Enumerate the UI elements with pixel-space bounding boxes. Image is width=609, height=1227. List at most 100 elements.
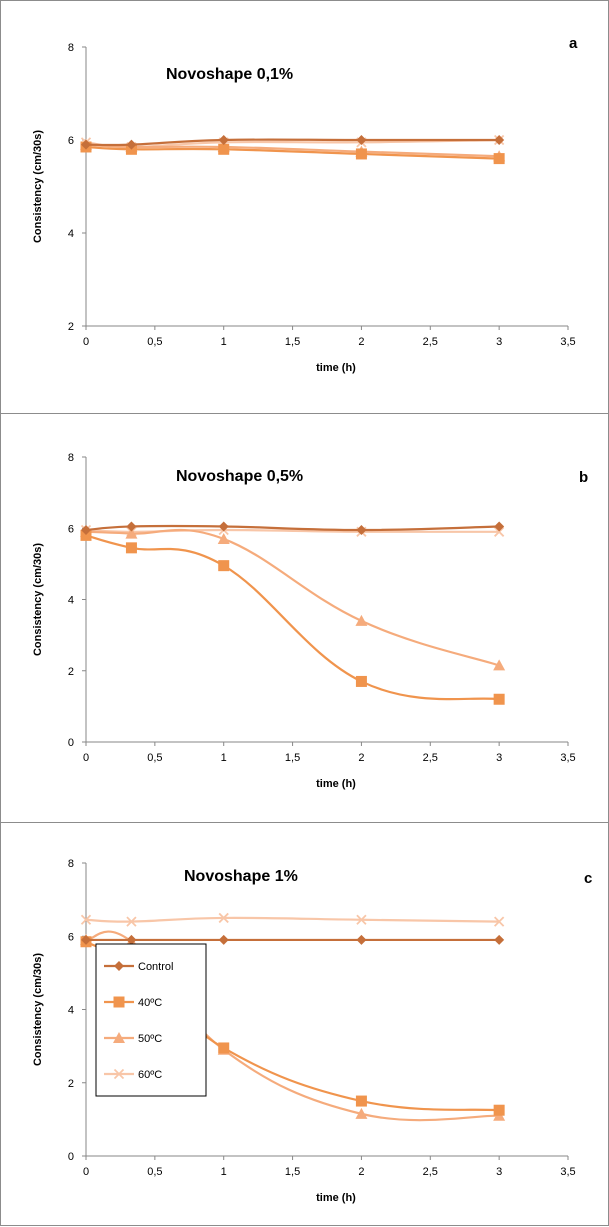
legend: Control 40ºC 50ºC 60ºC [95, 943, 207, 1097]
y-tick-label: 6 [68, 523, 74, 535]
panel-label: c [584, 870, 592, 887]
series-control [81, 135, 505, 150]
series-line-50c [85, 143, 500, 158]
x-tick-label: 3,5 [560, 336, 575, 348]
series-line-40c [85, 534, 500, 701]
x-tick-label: 0 [83, 1166, 89, 1178]
legend-label: 50ºC [138, 1033, 162, 1045]
chart-title: Novoshape 0,1% [166, 66, 293, 83]
chart-svg: 2 4 6 8 0 0,5 1 1,5 2 2,5 3 3,5 time (h) Consistency … [32, 35, 578, 374]
x-tick-label: 2,5 [423, 752, 438, 764]
series-line-60c [85, 916, 500, 923]
legend-marker [113, 1032, 125, 1043]
legend-label: 60ºC [138, 1069, 162, 1081]
data-point-50c [355, 1107, 368, 1119]
y-tick-label: 8 [68, 858, 74, 870]
x-tick-label: 0,5 [147, 336, 162, 348]
x-tick-label: 3 [496, 1166, 502, 1178]
data-point-60c [494, 526, 505, 537]
y-tick-label: 2 [68, 321, 74, 333]
x-tick-label: 3 [496, 752, 502, 764]
y-tick-label: 4 [68, 595, 74, 607]
series-line-control [85, 524, 500, 532]
y-tick-label: 0 [68, 1151, 74, 1163]
legend-marker [113, 996, 125, 1008]
legend-entry-control: Control [104, 961, 173, 973]
series-line-60c [85, 528, 500, 534]
y-tick-label: 4 [68, 1005, 74, 1017]
data-point-control [218, 521, 229, 532]
data-point-60c [80, 914, 92, 925]
x-tick-label: 0,5 [147, 752, 162, 764]
data-point-control [126, 934, 137, 945]
data-point-60c [494, 916, 505, 927]
legend-box [95, 943, 207, 1097]
data-point-60c [126, 916, 137, 927]
chart-svg: 0 2 4 6 8 0 0,5 1 1,5 2 2,5 3 3,5 time (h) Consistency… [32, 452, 588, 790]
x-axis-title: time (h) [316, 1192, 356, 1204]
chart-panel-b: 0 2 4 6 8 0 0,5 1 1,5 2 2,5 3 3,5 time (h) Consistency… [0, 413, 609, 823]
legend-entry-60c: 60ºC [104, 1068, 162, 1081]
x-tick-label: 3,5 [560, 1166, 575, 1178]
series-control [81, 934, 505, 945]
panel-label: b [579, 469, 588, 486]
legend-label: 40ºC [138, 997, 162, 1009]
x-tick-label: 0 [83, 752, 89, 764]
data-point-40c [218, 143, 230, 155]
x-tick-label: 1 [221, 1166, 227, 1178]
data-point-50c [355, 614, 368, 626]
x-tick-label: 1,5 [285, 336, 300, 348]
data-point-control [356, 525, 367, 536]
chart-panel-c: 0 2 4 6 8 0 0,5 1 1,5 2 2,5 3 3,5 time (h) Consistency… [0, 822, 609, 1226]
data-point-40c [125, 542, 137, 554]
data-point-50c [125, 527, 138, 539]
legend-marker [113, 1068, 125, 1080]
panel-label: a [569, 35, 578, 52]
data-point-control [126, 521, 137, 532]
y-tick-label: 2 [68, 1078, 74, 1090]
x-tick-label: 3 [496, 336, 502, 348]
data-point-40c [80, 529, 92, 541]
x-tick-label: 0,5 [147, 1166, 162, 1178]
x-tick-label: 1 [221, 752, 227, 764]
x-tick-label: 3,5 [560, 752, 575, 764]
legend-marker [114, 961, 124, 971]
data-point-50c [217, 532, 230, 544]
x-axis-title: time (h) [316, 778, 356, 790]
x-tick-label: 2 [358, 336, 364, 348]
series-line-50c [85, 528, 500, 667]
series-40c [80, 529, 505, 705]
x-tick-label: 2 [358, 752, 364, 764]
x-tick-label: 1,5 [285, 1166, 300, 1178]
data-point-40c [218, 1042, 230, 1054]
chart-panel-a: 2 4 6 8 0 0,5 1 1,5 2 2,5 3 3,5 time (h) Consistency … [0, 0, 609, 414]
data-point-control [218, 135, 229, 145]
x-tick-label: 0 [83, 336, 89, 348]
y-tick-label: 6 [68, 931, 74, 943]
y-tick-label: 4 [68, 228, 74, 240]
data-point-control [218, 934, 229, 945]
y-tick-label: 8 [68, 452, 74, 464]
data-point-40c [493, 693, 505, 705]
y-axis-title: Consistency (cm/30s) [32, 130, 44, 243]
legend-label: Control [138, 961, 173, 973]
data-point-control [494, 521, 505, 532]
y-axis-title: Consistency (cm/30s) [32, 543, 44, 656]
data-point-40c [493, 1104, 505, 1116]
data-point-control [356, 135, 367, 145]
data-point-40c [355, 1095, 367, 1107]
y-tick-label: 0 [68, 737, 74, 749]
chart-title: Novoshape 0,5% [176, 468, 303, 485]
x-tick-label: 2,5 [423, 1166, 438, 1178]
x-tick-label: 1 [221, 336, 227, 348]
series-line-40c [85, 145, 500, 160]
data-point-control [81, 934, 91, 945]
y-tick-label: 2 [68, 666, 74, 678]
data-point-50c [493, 659, 506, 671]
x-tick-label: 1,5 [285, 752, 300, 764]
data-point-control [81, 525, 91, 536]
legend-entry-40c: 40ºC [104, 996, 162, 1009]
data-point-control [356, 934, 367, 945]
x-axis-title: time (h) [316, 362, 356, 374]
data-point-control [494, 934, 505, 945]
